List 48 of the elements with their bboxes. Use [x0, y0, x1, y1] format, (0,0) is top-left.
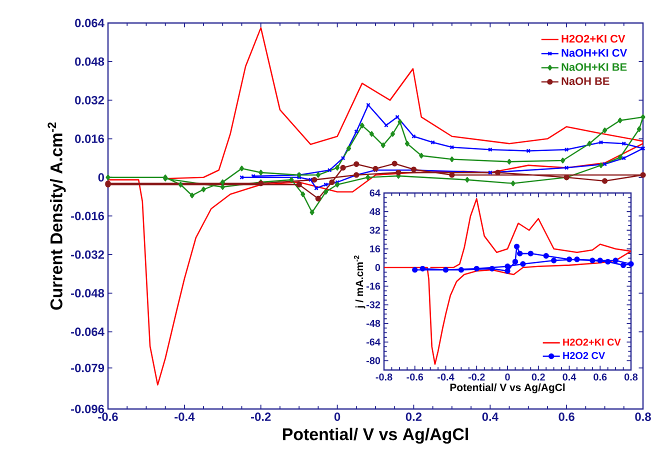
legend-label: H2O2+KI CV [562, 34, 626, 43]
x-tick-label: -0.6 [98, 412, 118, 421]
x-tick-label: 0.2 [406, 412, 422, 421]
y-tick-label: -80 [366, 357, 380, 364]
y-tick-label: -0.064 [71, 328, 104, 336]
y-tick-label: 32 [370, 226, 380, 234]
x-tick-label: -0.6 [406, 374, 424, 381]
y-tick-label: 0.016 [75, 134, 104, 144]
y-tick-label: 0 [98, 173, 104, 182]
x-tick-label: 0.4 [482, 412, 498, 421]
x-tick-label: 0.8 [624, 374, 638, 381]
x-tick-label: 0.6 [594, 374, 607, 381]
y-tick-label: -0.079 [71, 364, 104, 372]
legend-label: H2O2+KI CV [563, 338, 621, 346]
y-tick-label: -16 [366, 282, 380, 290]
x-tick-label: -0.4 [438, 374, 454, 381]
x-tick-label: -0.2 [251, 412, 271, 421]
legend-label: NaOH+KI CV [562, 49, 628, 57]
x-tick-label: -0.2 [468, 374, 485, 381]
x-tick-label: 0.2 [532, 374, 545, 381]
legend-label: H2O2 CV [563, 352, 606, 360]
x-tick-label: 0 [334, 412, 340, 421]
x-tick-label: -0.8 [376, 374, 392, 381]
legend-label: NaOH BE [562, 77, 610, 86]
y-tick-label: 64 [370, 189, 380, 197]
y-tick-label: 0 [375, 264, 380, 272]
y-tick-label: -0.032 [71, 250, 104, 259]
x-tick-label: 0 [505, 374, 510, 381]
y-tick-label: 0.032 [75, 96, 104, 104]
y-tick-label: -0.016 [71, 212, 104, 220]
y-tick-label: 0.064 [75, 18, 104, 28]
y-tick-label: 48 [370, 208, 380, 216]
y-tick-label: -0.096 [71, 404, 104, 414]
x-axis-title: Potential/ V vs Ag/AgCl [450, 383, 565, 394]
x-tick-label: 0.8 [635, 412, 651, 421]
y-axis-title: j / mA.cm$^{-2}$ [354, 256, 366, 308]
x-tick-label: -0.4 [174, 412, 195, 421]
y-tick-label: -32 [366, 301, 380, 308]
x-tick-label: 0.4 [562, 374, 576, 381]
y-tick-label: 16 [370, 245, 380, 252]
y-tick-label: -64 [366, 338, 380, 346]
x-axis-title: Potential/ V vs Ag/AgCl [283, 428, 468, 444]
y-tick-label: -0.048 [71, 288, 104, 298]
legend-label: NaOH+KI BE [562, 63, 627, 71]
y-tick-label: -48 [366, 320, 380, 327]
y-axis-title: Current Density/ A.cm$^{-2}$ [48, 122, 66, 310]
y-tick-label: 0.048 [75, 57, 104, 66]
x-tick-label: 0.6 [558, 412, 574, 421]
